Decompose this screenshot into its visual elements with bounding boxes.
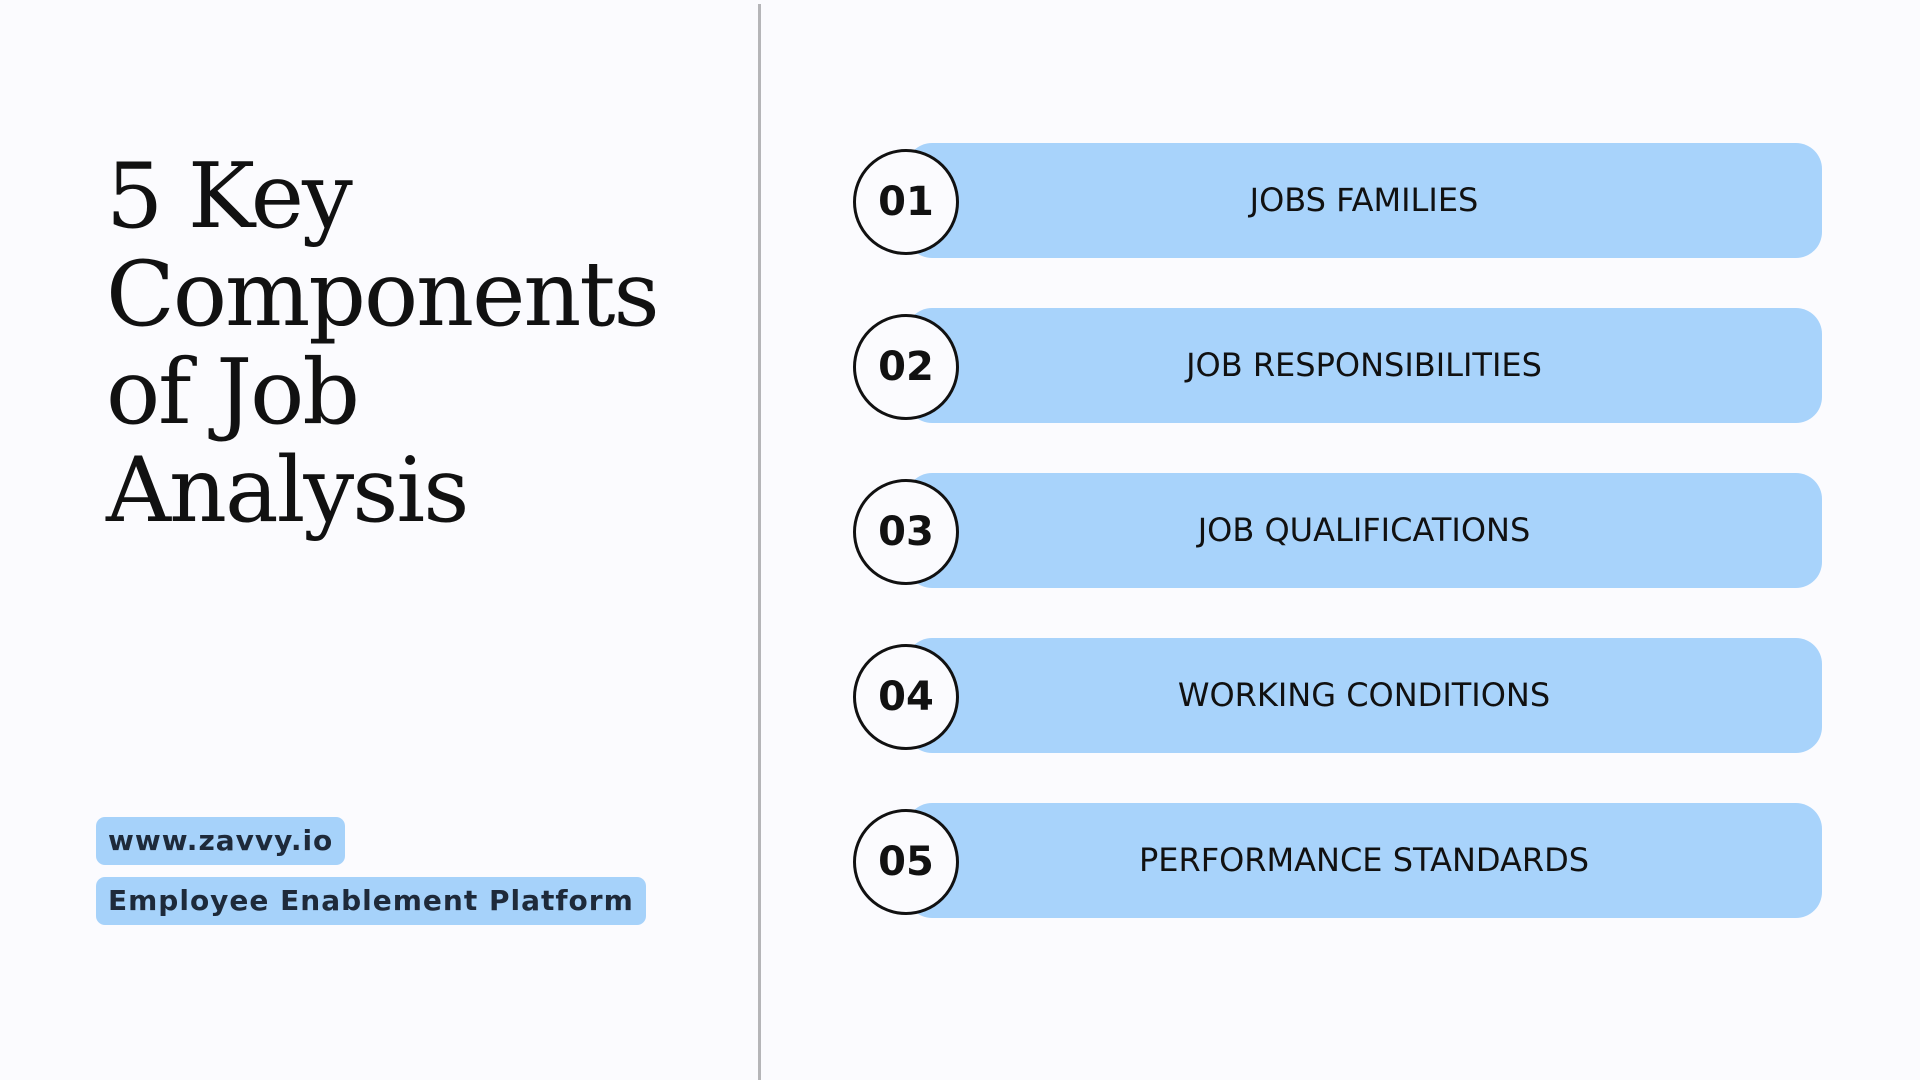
item-label: JOBS FAMILIES [1249, 181, 1479, 219]
title-line: Analysis [106, 438, 469, 543]
title: 5 Key Components of Job Analysis [106, 144, 660, 543]
item-pill: WORKING CONDITIONS [906, 638, 1822, 753]
item-number: 04 [853, 644, 959, 750]
badge: Employee Enablement Platform [96, 877, 646, 925]
badge: www.zavvy.io [96, 817, 346, 865]
item-number: 05 [853, 809, 959, 915]
item-label: PERFORMANCE STANDARDS [1138, 841, 1590, 879]
divider [758, 4, 761, 1080]
item-pill: JOB QUALIFICATIONS [906, 473, 1822, 588]
title-line: 5 Key [106, 144, 353, 249]
title-line: Components [106, 242, 660, 347]
item-number: 03 [853, 479, 959, 585]
item-label: WORKING CONDITIONS [1177, 676, 1551, 714]
item-label: JOB QUALIFICATIONS [1197, 511, 1531, 549]
item-number: 01 [853, 149, 959, 255]
title-line: of Job [106, 340, 360, 445]
item-pill: PERFORMANCE STANDARDS [906, 803, 1822, 918]
item-pill: JOBS FAMILIES [906, 143, 1822, 258]
item-pill: JOB RESPONSIBILITIES [906, 308, 1822, 423]
item-label: JOB RESPONSIBILITIES [1186, 346, 1542, 384]
item-number: 02 [853, 314, 959, 420]
